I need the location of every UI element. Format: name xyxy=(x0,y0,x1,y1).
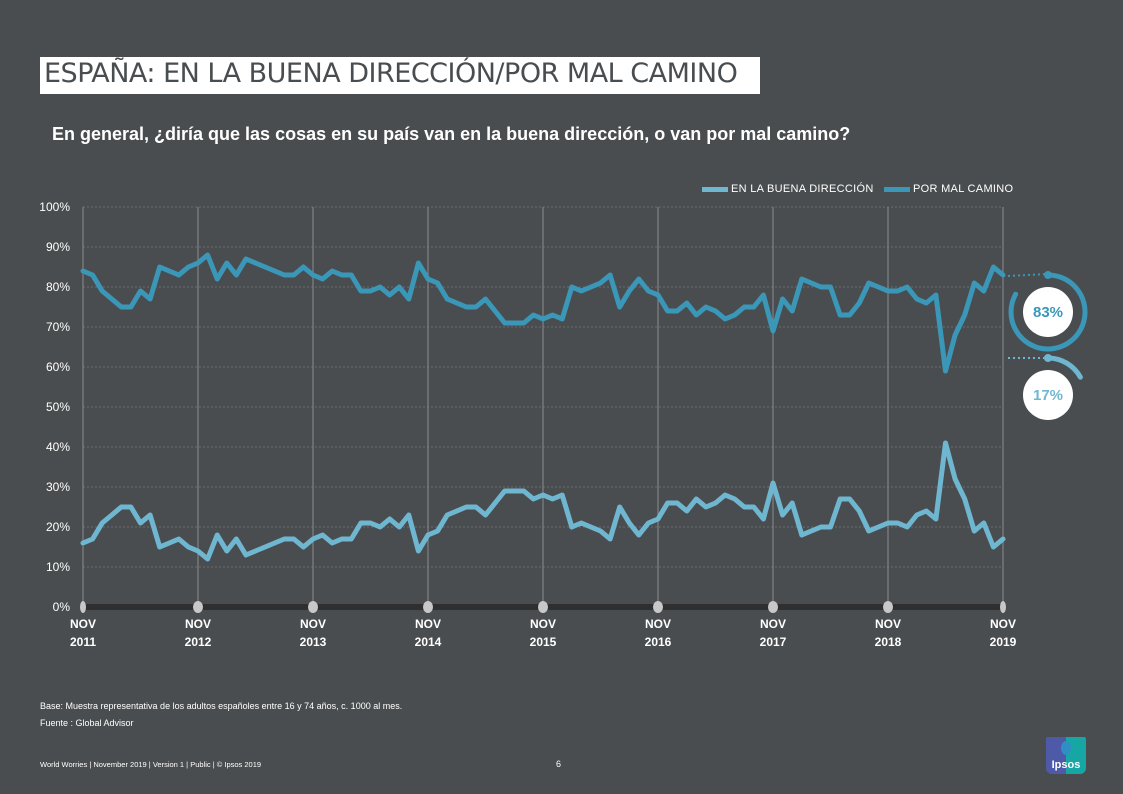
x-axis-marker xyxy=(538,601,548,613)
ring-wrong-track xyxy=(1008,272,1088,352)
connector-wrong-track xyxy=(1007,273,1048,277)
y-tick-label: 20% xyxy=(46,520,70,534)
callout-rings xyxy=(1007,271,1088,380)
x-tick-month: NOV xyxy=(645,617,671,631)
legend-item-right-direction: EN LA BUENA DIRECCIÓN xyxy=(702,183,874,195)
survey-question: En general, ¿diría que las cosas en su p… xyxy=(52,124,851,144)
x-tick-month: NOV xyxy=(990,617,1016,631)
x-tick-year: 2015 xyxy=(530,635,557,649)
x-axis-marker xyxy=(193,601,203,613)
slide-title: ESPAÑA: EN LA BUENA DIRECCIÓN/POR MAL CA… xyxy=(44,58,738,89)
series-line-right-direction xyxy=(80,440,1006,562)
page-number: 6 xyxy=(556,759,562,769)
ring-dot-wrong-track xyxy=(1044,271,1052,279)
x-axis-marker xyxy=(308,601,318,613)
x-axis-marker xyxy=(423,601,433,613)
x-tick-year: 2014 xyxy=(415,635,442,649)
y-tick-label: 30% xyxy=(46,480,70,494)
x-tick-year: 2011 xyxy=(70,635,96,649)
base-note: Base: Muestra representativa de los adul… xyxy=(40,701,403,711)
x-axis-marker xyxy=(768,601,778,613)
logo-text: Ipsos xyxy=(1051,759,1081,771)
legend-label-right-direction: EN LA BUENA DIRECCIÓN xyxy=(731,183,874,195)
y-tick-label: 10% xyxy=(46,560,70,574)
x-axis-marker xyxy=(1000,601,1006,613)
y-tick-label: 50% xyxy=(46,400,70,414)
x-tick-year: 2013 xyxy=(300,635,327,649)
y-tick-label: 70% xyxy=(46,320,70,334)
x-tick-year: 2017 xyxy=(760,635,787,649)
series-lines xyxy=(80,252,1006,562)
series-line-wrong-track xyxy=(80,252,1006,374)
callout-right-direction: 17% xyxy=(1023,370,1073,420)
legend-swatch-wrong-track xyxy=(884,186,910,192)
x-tick-year: 2016 xyxy=(645,635,672,649)
x-tick-year: 2018 xyxy=(875,635,902,649)
x-tick-month: NOV xyxy=(530,617,556,631)
x-axis-marker xyxy=(653,601,663,613)
x-tick-year: 2012 xyxy=(185,635,212,649)
y-tick-label: 90% xyxy=(46,240,70,254)
logo-mark-icon xyxy=(1061,741,1071,755)
x-tick-month: NOV xyxy=(185,617,211,631)
footer-text: World Worries | November 2019 | Version … xyxy=(40,760,262,769)
x-tick-month: NOV xyxy=(875,617,901,631)
ring-dot-right-direction xyxy=(1044,354,1052,362)
gridlines xyxy=(82,206,1004,607)
y-axis-ticks: 0% 10% 20% 30% 40% 50% 60% 70% 80% 90% 100% xyxy=(39,200,70,614)
legend-swatch-right-direction xyxy=(702,186,728,192)
source-note: Fuente : Global Advisor xyxy=(40,718,134,728)
callout-wrong-track: 83% xyxy=(1023,287,1073,337)
x-axis-marker xyxy=(883,601,893,613)
x-axis: NOV 2011 NOV 2012 NOV 2013 NOV 2014 NOV 2015 NOV 20… xyxy=(70,601,1017,649)
y-tick-label: 0% xyxy=(53,600,71,614)
x-tick-month: NOV xyxy=(300,617,326,631)
x-axis-marker xyxy=(80,601,86,613)
x-tick-month: NOV xyxy=(415,617,441,631)
x-tick-year: 2019 xyxy=(990,635,1017,649)
ipsos-logo: Ipsos xyxy=(1046,737,1086,774)
legend-item-wrong-track: POR MAL CAMINO xyxy=(884,183,1013,195)
y-tick-label: 40% xyxy=(46,440,70,454)
x-tick-month: NOV xyxy=(760,617,786,631)
legend-label-wrong-track: POR MAL CAMINO xyxy=(913,183,1014,195)
x-tick-month: NOV xyxy=(70,617,96,631)
y-tick-label: 80% xyxy=(46,280,70,294)
y-tick-label: 60% xyxy=(46,360,70,374)
slide-title-box: ESPAÑA: EN LA BUENA DIRECCIÓN/POR MAL CA… xyxy=(40,57,760,94)
y-tick-label: 100% xyxy=(39,200,70,214)
